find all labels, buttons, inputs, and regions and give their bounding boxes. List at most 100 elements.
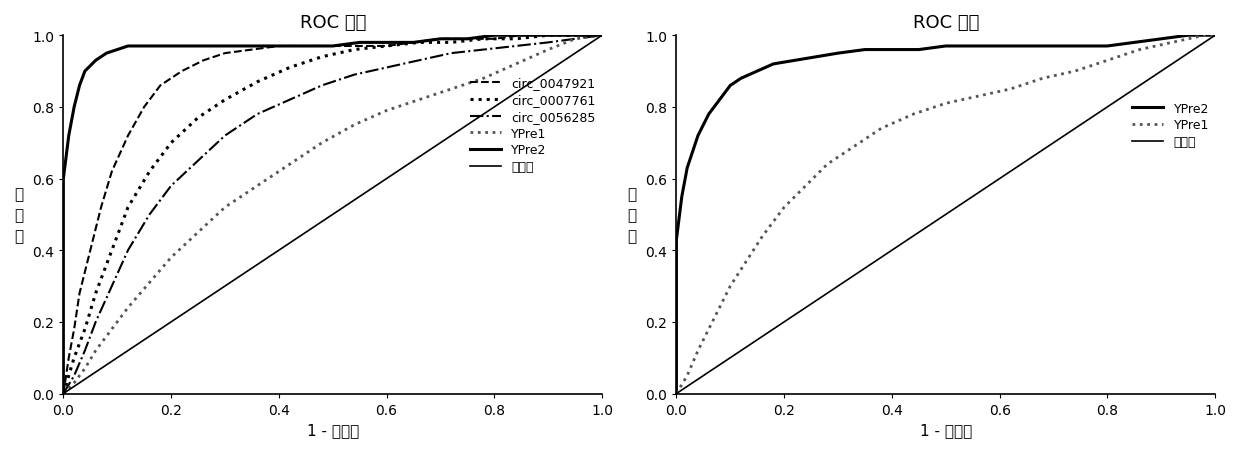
YPre1 — [1132, 48, 1147, 53]
YPre1 — [56, 391, 71, 396]
YPre2 — [568, 33, 583, 39]
circ_0047921 — [460, 37, 475, 42]
YPre1 — [88, 348, 103, 354]
YPre1 — [541, 48, 556, 53]
YPre2 — [595, 33, 610, 39]
circ_0047921 — [196, 59, 211, 64]
YPre2 — [272, 44, 286, 50]
YPre2 — [1073, 44, 1087, 50]
YPre2 — [1047, 44, 1061, 50]
YPre2 — [72, 83, 87, 89]
YPre1 — [776, 205, 791, 211]
circ_0007761 — [568, 33, 583, 39]
circ_0007761 — [88, 291, 103, 296]
YPre1 — [670, 391, 684, 396]
YPre1 — [755, 234, 770, 239]
YPre1 — [347, 123, 362, 128]
circ_0056285 — [88, 319, 103, 325]
Line: YPre2: YPre2 — [677, 36, 1215, 394]
Line: circ_0007761: circ_0007761 — [63, 36, 603, 394]
YPre2 — [965, 44, 980, 50]
YPre2 — [244, 44, 259, 50]
circ_0007761 — [412, 41, 427, 46]
circ_0047921 — [120, 133, 135, 139]
YPre1 — [1100, 59, 1115, 64]
circ_0007761 — [191, 115, 206, 121]
Y-axis label: 灵
敏
度: 灵 敏 度 — [14, 186, 24, 244]
YPre1 — [249, 184, 264, 189]
circ_0007761 — [595, 33, 610, 39]
circ_0047921 — [595, 33, 610, 39]
YPre2 — [56, 176, 71, 182]
circ_0056285 — [379, 65, 394, 71]
YPre1 — [1197, 33, 1211, 39]
YPre2 — [77, 69, 92, 74]
YPre1 — [691, 348, 706, 354]
YPre2 — [702, 112, 717, 118]
YPre2 — [99, 51, 114, 57]
circ_0047921 — [568, 33, 583, 39]
Y-axis label: 灵
敏
度: 灵 敏 度 — [627, 186, 636, 244]
YPre2 — [808, 55, 823, 60]
circ_0047921 — [175, 69, 190, 74]
YPre2 — [734, 76, 749, 82]
circ_0007761 — [444, 41, 459, 46]
circ_0056285 — [77, 348, 92, 354]
circ_0007761 — [56, 391, 71, 396]
YPre2 — [939, 44, 954, 50]
YPre2 — [325, 44, 340, 50]
circ_0007761 — [143, 169, 157, 175]
circ_0056285 — [541, 41, 556, 46]
YPre2 — [1019, 44, 1034, 50]
Line: YPre1: YPre1 — [63, 36, 603, 394]
YPre1 — [476, 76, 491, 82]
YPre2 — [433, 37, 448, 42]
circ_0047921 — [67, 327, 82, 332]
YPre2 — [680, 166, 694, 171]
circ_0047921 — [405, 41, 420, 46]
YPre2 — [513, 33, 528, 39]
circ_0047921 — [513, 33, 528, 39]
YPre2 — [712, 98, 727, 103]
YPre1 — [283, 162, 298, 168]
YPre2 — [1153, 37, 1168, 42]
circ_0007761 — [541, 33, 556, 39]
YPre1 — [379, 109, 394, 114]
circ_0007761 — [61, 373, 76, 378]
YPre1 — [77, 366, 92, 371]
YPre2 — [992, 44, 1007, 50]
Line: YPre1: YPre1 — [677, 36, 1215, 394]
YPre2 — [217, 44, 232, 50]
circ_0007761 — [379, 44, 394, 50]
circ_0047921 — [104, 169, 119, 175]
YPre2 — [460, 37, 475, 42]
circ_0056285 — [508, 44, 523, 50]
circ_0047921 — [61, 355, 76, 361]
YPre2 — [379, 41, 394, 46]
circ_0007761 — [315, 55, 330, 60]
YPre2 — [831, 51, 846, 57]
YPre1 — [67, 380, 82, 386]
YPre1 — [739, 259, 754, 264]
Line: YPre2: YPre2 — [63, 36, 603, 394]
YPre2 — [670, 237, 684, 243]
Title: ROC 曲线: ROC 曲线 — [913, 14, 978, 32]
circ_0007761 — [249, 80, 264, 85]
circ_0007761 — [347, 48, 362, 53]
YPre1 — [315, 141, 330, 146]
YPre2 — [120, 44, 135, 50]
YPre1 — [680, 373, 694, 378]
circ_0056285 — [104, 284, 119, 289]
YPre2 — [787, 59, 802, 64]
YPre1 — [412, 98, 427, 103]
YPre1 — [971, 94, 986, 100]
YPre1 — [444, 87, 459, 92]
YPre2 — [299, 44, 314, 50]
circ_0047921 — [379, 44, 394, 50]
YPre2 — [487, 33, 502, 39]
YPre2 — [56, 284, 71, 289]
YPre2 — [670, 391, 684, 396]
circ_0047921 — [487, 37, 502, 42]
circ_0047921 — [94, 205, 109, 211]
YPre1 — [1208, 33, 1223, 39]
